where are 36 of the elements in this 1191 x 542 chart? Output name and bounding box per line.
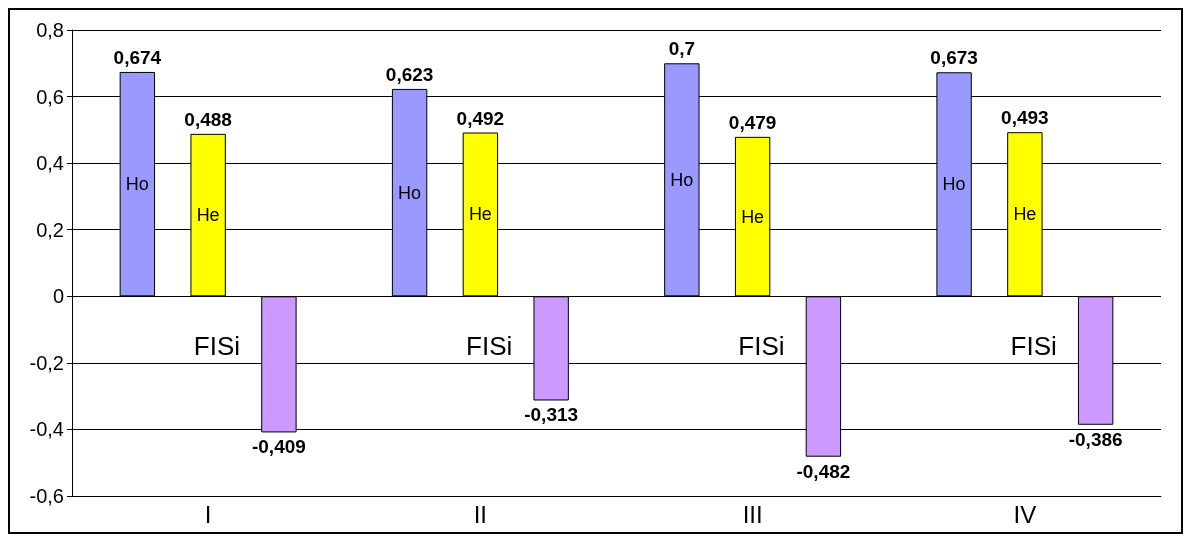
- x-tick-label: III: [742, 500, 763, 528]
- text: He: [196, 205, 220, 226]
- text: Ho: [125, 174, 149, 195]
- y-tick-label: -0,4: [29, 418, 64, 441]
- y-tick-label: 0,8: [36, 19, 64, 41]
- data-label: 0,493: [1001, 107, 1049, 129]
- data-label: 0,623: [385, 63, 434, 85]
- data-label: 0,492: [456, 107, 505, 129]
- series-label: He: [1013, 204, 1037, 225]
- y-tick-label: 0: [52, 285, 64, 308]
- data-label: -0,386: [1068, 428, 1123, 450]
- x-tick-label: I: [204, 500, 212, 528]
- data-label: 0,674: [113, 46, 162, 68]
- series-label: FISi: [193, 331, 241, 362]
- y-tick-label: -0,6: [29, 485, 64, 507]
- text: He: [741, 206, 765, 227]
- x-tick-label: II: [473, 500, 488, 528]
- text: FISi: [1010, 331, 1057, 362]
- data-label: 0,7: [668, 38, 696, 60]
- data-label: -0,482: [796, 460, 851, 482]
- y-tick-label: 0,2: [36, 218, 64, 241]
- data-label: 0,479: [728, 111, 777, 133]
- y-tick-label: 0,4: [36, 152, 64, 175]
- y-tick-label: 0,6: [36, 85, 64, 108]
- x-tick-label: IV: [1013, 500, 1037, 528]
- series-label: Ho: [670, 169, 694, 190]
- y-tick-label: -0,2: [29, 351, 64, 374]
- text: Ho: [398, 182, 422, 203]
- data-label: 0,488: [184, 108, 232, 130]
- data-label: -0,409: [251, 436, 306, 458]
- data-label: 0,673: [930, 47, 978, 69]
- text: He: [468, 204, 492, 225]
- text: Ho: [942, 174, 966, 195]
- data-label: -0,313: [524, 404, 579, 426]
- text: FISi: [466, 331, 513, 362]
- text: FISi: [738, 331, 785, 362]
